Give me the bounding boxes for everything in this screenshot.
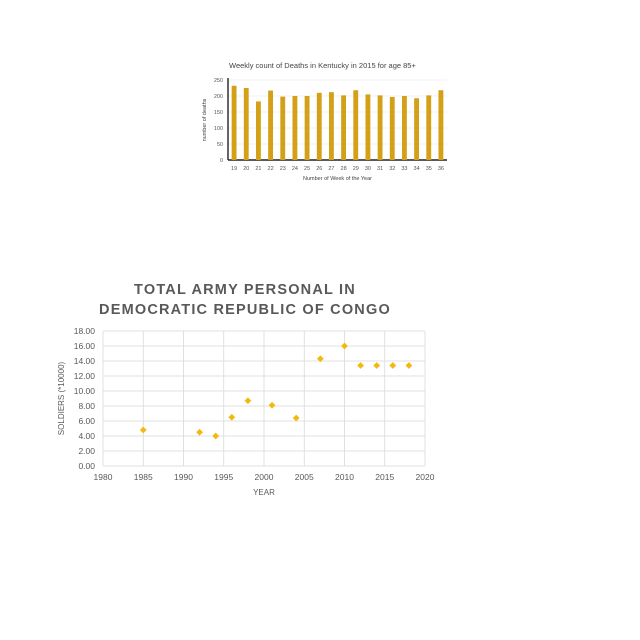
bar-week-36: [438, 90, 444, 160]
scatter-y-tick-label: 2.00: [78, 446, 95, 456]
bar-week-34: [414, 98, 420, 160]
scatter-x-tick-label: 2020: [416, 472, 435, 482]
bar-x-tick-label: 33: [401, 166, 407, 172]
bar-week-35: [426, 95, 432, 160]
scatter-chart-y-axis-label: SOLDIERS (*10000): [57, 361, 66, 435]
scatter-point-1996: [228, 413, 236, 421]
scatter-point-1994: [212, 432, 220, 440]
bar-y-tick-label: 250: [214, 78, 223, 84]
scatter-x-tick-label: 1995: [214, 472, 233, 482]
scatter-x-tick-label: 1985: [134, 472, 153, 482]
bar-y-tick-label: 200: [214, 94, 223, 100]
scatter-point-2012: [357, 362, 364, 369]
bar-week-19: [231, 85, 237, 160]
bar-chart-title: Weekly count of Deaths in Kentucky in 20…: [229, 61, 416, 70]
bar-x-tick-label: 34: [414, 166, 420, 172]
bar-x-tick-label: 29: [353, 166, 359, 172]
scatter-point-2001: [268, 401, 276, 409]
bar-x-tick-label: 26: [316, 166, 322, 172]
bar-x-tick-label: 25: [304, 166, 310, 172]
scatter-point-2016: [389, 362, 397, 369]
bar-week-33: [401, 96, 407, 160]
scatter-point-2010: [341, 342, 348, 350]
bar-x-tick-label: 22: [268, 166, 274, 172]
weekly-deaths-bar-chart: Weekly count of Deaths in Kentucky in 20…: [195, 55, 455, 190]
scatter-y-tick-label: 8.00: [78, 401, 95, 411]
scatter-chart-x-axis-label: YEAR: [253, 488, 275, 497]
bar-x-tick-label: 19: [231, 166, 237, 172]
bar-x-tick-label: 24: [292, 166, 298, 172]
scatter-point-1998: [244, 397, 252, 405]
bar-x-tick-label: 36: [438, 166, 444, 172]
scatter-x-tick-label: 2005: [295, 472, 314, 482]
bar-week-30: [365, 94, 371, 160]
scatter-y-tick-label: 0.00: [78, 461, 95, 471]
bar-week-24: [292, 96, 298, 160]
bar-week-27: [328, 92, 334, 160]
scatter-chart-svg: TOTAL ARMY PERSONAL IN DEMOCRATIC REPUBL…: [57, 282, 435, 497]
bar-x-tick-label: 31: [377, 166, 383, 172]
bar-y-tick-label: 150: [214, 110, 223, 116]
bar-week-20: [243, 88, 249, 160]
bar-week-28: [341, 95, 347, 160]
bar-x-tick-label: 23: [280, 166, 286, 172]
bar-week-21: [255, 101, 261, 160]
scatter-chart-title-line-1: TOTAL ARMY PERSONAL IN: [134, 282, 356, 298]
scatter-x-tick-label: 2015: [375, 472, 394, 482]
bar-x-tick-label: 21: [255, 166, 261, 172]
scatter-y-tick-label: 6.00: [78, 416, 95, 426]
scatter-point-2018: [405, 362, 413, 369]
bar-week-31: [377, 95, 383, 160]
scatter-y-tick-label: 16.00: [74, 341, 96, 351]
scatter-y-tick-label: 10.00: [74, 386, 96, 396]
scatter-y-tick-label: 12.00: [74, 371, 96, 381]
bar-chart-svg: Weekly count of Deaths in Kentucky in 20…: [202, 61, 447, 182]
scatter-chart-title-line-2: DEMOCRATIC REPUBLIC OF CONGO: [99, 302, 391, 318]
scatter-point-2004: [292, 414, 300, 422]
bar-y-tick-label: 0: [220, 158, 223, 164]
bar-chart-y-axis-label: number of deaths: [202, 98, 208, 141]
scatter-x-tick-label: 2010: [335, 472, 354, 482]
bar-week-22: [268, 90, 274, 160]
scatter-x-tick-label: 1990: [174, 472, 193, 482]
bar-week-23: [280, 96, 286, 160]
bar-week-26: [316, 92, 322, 160]
scatter-x-tick-label: 2000: [255, 472, 274, 482]
bar-week-29: [353, 90, 359, 160]
bar-x-tick-label: 30: [365, 166, 371, 172]
scatter-y-tick-label: 14.00: [74, 356, 96, 366]
bar-chart-x-axis-label: Number of Week of the Year: [303, 176, 372, 182]
scatter-x-tick-label: 1980: [94, 472, 113, 482]
bar-x-tick-label: 35: [426, 166, 432, 172]
scatter-point-1985: [139, 426, 147, 434]
bar-x-tick-label: 28: [341, 166, 347, 172]
bar-week-32: [389, 96, 395, 160]
scatter-y-tick-label: 4.00: [78, 431, 95, 441]
scatter-point-2007: [316, 355, 324, 363]
army-personnel-scatter-chart: TOTAL ARMY PERSONAL IN DEMOCRATIC REPUBL…: [55, 275, 445, 505]
bar-x-tick-label: 32: [389, 166, 395, 172]
bar-x-tick-label: 27: [328, 166, 334, 172]
scatter-point-2014: [373, 362, 381, 369]
scatter-y-tick-label: 18.00: [74, 326, 96, 336]
bar-x-tick-label: 20: [243, 166, 249, 172]
bar-y-tick-label: 100: [214, 126, 223, 132]
bar-week-25: [304, 96, 310, 160]
scatter-point-1992: [196, 428, 203, 436]
bar-y-tick-label: 50: [217, 142, 223, 148]
